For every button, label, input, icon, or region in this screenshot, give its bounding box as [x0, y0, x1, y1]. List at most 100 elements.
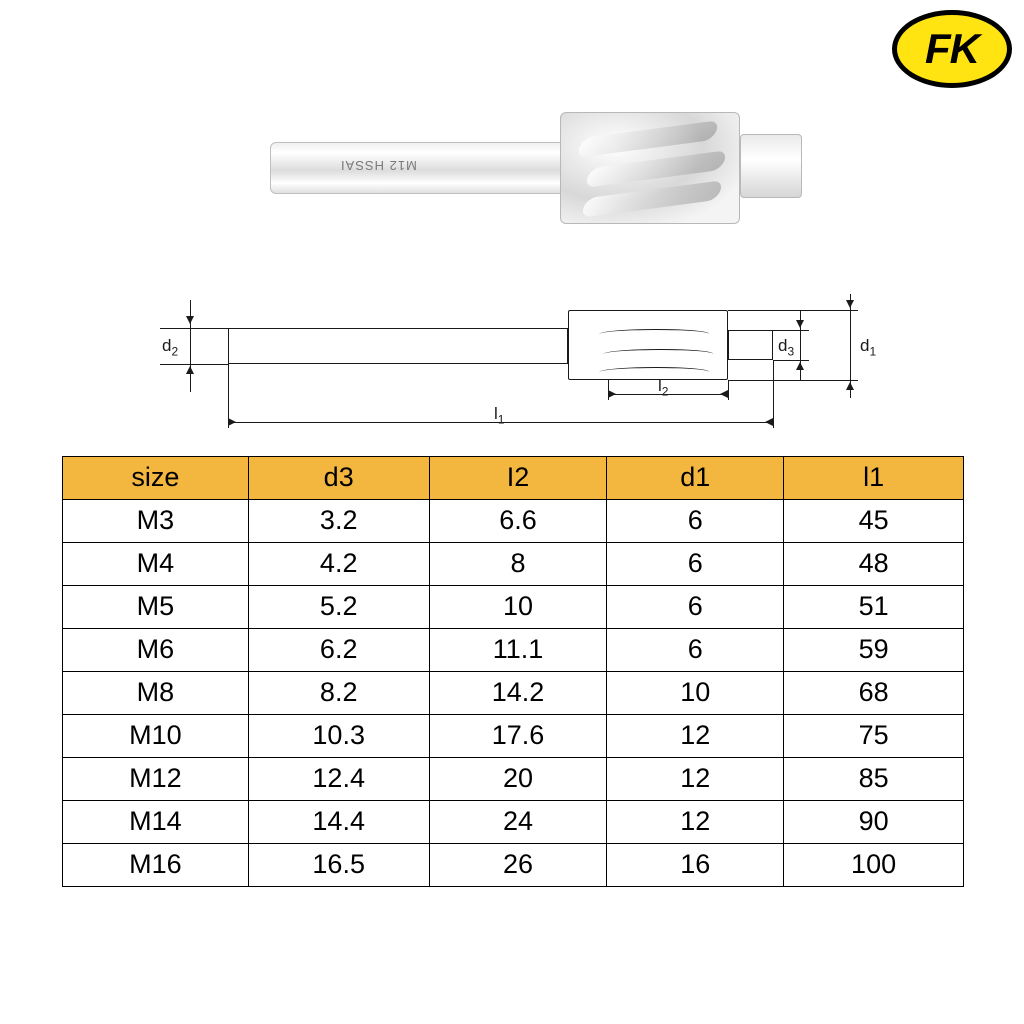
diag-shank: [228, 328, 568, 364]
table-cell: M8: [63, 672, 249, 715]
d1-ext-bot: [728, 380, 858, 381]
arrow-icon: [846, 382, 854, 390]
spec-table-head: sized3I2d1l1: [63, 457, 964, 500]
table-cell: 100: [784, 844, 964, 887]
table-cell: 20: [429, 758, 607, 801]
flute-stripe: [580, 180, 724, 218]
table-cell: M10: [63, 715, 249, 758]
brand-logo: FK: [892, 10, 1012, 88]
table-row: M66.211.1659: [63, 629, 964, 672]
tool-pilot-tip: [740, 134, 802, 198]
table-cell: 68: [784, 672, 964, 715]
l1-label: l1: [494, 404, 504, 426]
table-cell: 5.2: [248, 586, 429, 629]
table-cell: 6: [607, 586, 784, 629]
table-cell: 90: [784, 801, 964, 844]
d1-label: d1: [860, 336, 876, 358]
d2-ext-top: [160, 328, 228, 329]
d2-label: d2: [162, 336, 178, 358]
brand-logo-ellipse: FK: [892, 10, 1012, 88]
table-header-cell: d3: [248, 457, 429, 500]
table-row: M1010.317.61275: [63, 715, 964, 758]
table-cell: M16: [63, 844, 249, 887]
table-cell: 14.4: [248, 801, 429, 844]
arrow-icon: [608, 390, 616, 398]
spec-table-body: M33.26.6645M44.28648M55.210651M66.211.16…: [63, 500, 964, 887]
l1-sub: 1: [498, 412, 505, 426]
table-cell: 85: [784, 758, 964, 801]
d3-ext-bot: [773, 360, 809, 361]
table-cell: 12: [607, 801, 784, 844]
d1-ext-top: [728, 310, 858, 311]
diag-flute-line: [600, 349, 715, 359]
table-cell: 16: [607, 844, 784, 887]
table-cell: 6.6: [429, 500, 607, 543]
product-illustration: M12 HSSAI: [270, 90, 810, 250]
table-cell: 6: [607, 629, 784, 672]
d2-dim-line: [190, 300, 191, 392]
table-cell: 51: [784, 586, 964, 629]
tool-shank: [270, 142, 570, 194]
arrow-icon: [228, 418, 236, 426]
table-cell: 6.2: [248, 629, 429, 672]
table-cell: 8: [429, 543, 607, 586]
table-row: M1616.52616100: [63, 844, 964, 887]
d1-sub: 1: [869, 344, 876, 358]
brand-logo-text: FK: [925, 25, 979, 73]
table-header-cell: d1: [607, 457, 784, 500]
table-cell: 24: [429, 801, 607, 844]
arrow-icon: [796, 362, 804, 370]
d2-sub: 2: [171, 344, 178, 358]
l1-ext-right: [773, 360, 774, 428]
d3-label: d3: [778, 336, 794, 358]
table-row: M88.214.21068: [63, 672, 964, 715]
tool-flute-head: [560, 112, 740, 224]
table-cell: 14.2: [429, 672, 607, 715]
table-cell: 4.2: [248, 543, 429, 586]
diag-pilot: [728, 330, 773, 360]
table-cell: 3.2: [248, 500, 429, 543]
l2-sub: 2: [662, 384, 669, 398]
table-cell: 12.4: [248, 758, 429, 801]
table-cell: 45: [784, 500, 964, 543]
table-cell: 10: [607, 672, 784, 715]
l2-ext-right: [728, 380, 729, 400]
table-row: M33.26.6645: [63, 500, 964, 543]
d3-sub: 3: [787, 344, 794, 358]
d3-ext-top: [773, 330, 809, 331]
flute-stripe: [576, 120, 720, 158]
diag-head: [568, 310, 728, 380]
arrow-icon: [765, 418, 773, 426]
table-cell: 10: [429, 586, 607, 629]
table-cell: 48: [784, 543, 964, 586]
table-row: M1212.4201285: [63, 758, 964, 801]
table-cell: 59: [784, 629, 964, 672]
table-cell: M3: [63, 500, 249, 543]
table-cell: M6: [63, 629, 249, 672]
table-cell: M4: [63, 543, 249, 586]
table-cell: 12: [607, 715, 784, 758]
page-root: FK M12 HSSAI d2: [0, 0, 1024, 1024]
diag-flute-line: [596, 367, 711, 377]
table-row: M55.210651: [63, 586, 964, 629]
table-cell: 17.6: [429, 715, 607, 758]
arrow-icon: [186, 366, 194, 374]
table-cell: M14: [63, 801, 249, 844]
arrow-icon: [796, 320, 804, 328]
table-cell: 12: [607, 758, 784, 801]
table-cell: 6: [607, 500, 784, 543]
table-cell: 26: [429, 844, 607, 887]
d2-ext-bot: [160, 364, 228, 365]
arrow-icon: [186, 316, 194, 324]
tool-shank-label: M12 HSSAI: [340, 158, 417, 173]
table-header-cell: I2: [429, 457, 607, 500]
arrow-icon: [846, 300, 854, 308]
dimension-diagram: d2 d3 d1 l2: [160, 280, 880, 440]
arrow-icon: [720, 390, 728, 398]
table-header-cell: size: [63, 457, 249, 500]
table-header-cell: l1: [784, 457, 964, 500]
table-cell: 16.5: [248, 844, 429, 887]
table-row: M1414.4241290: [63, 801, 964, 844]
table-cell: 10.3: [248, 715, 429, 758]
table-row: M44.28648: [63, 543, 964, 586]
